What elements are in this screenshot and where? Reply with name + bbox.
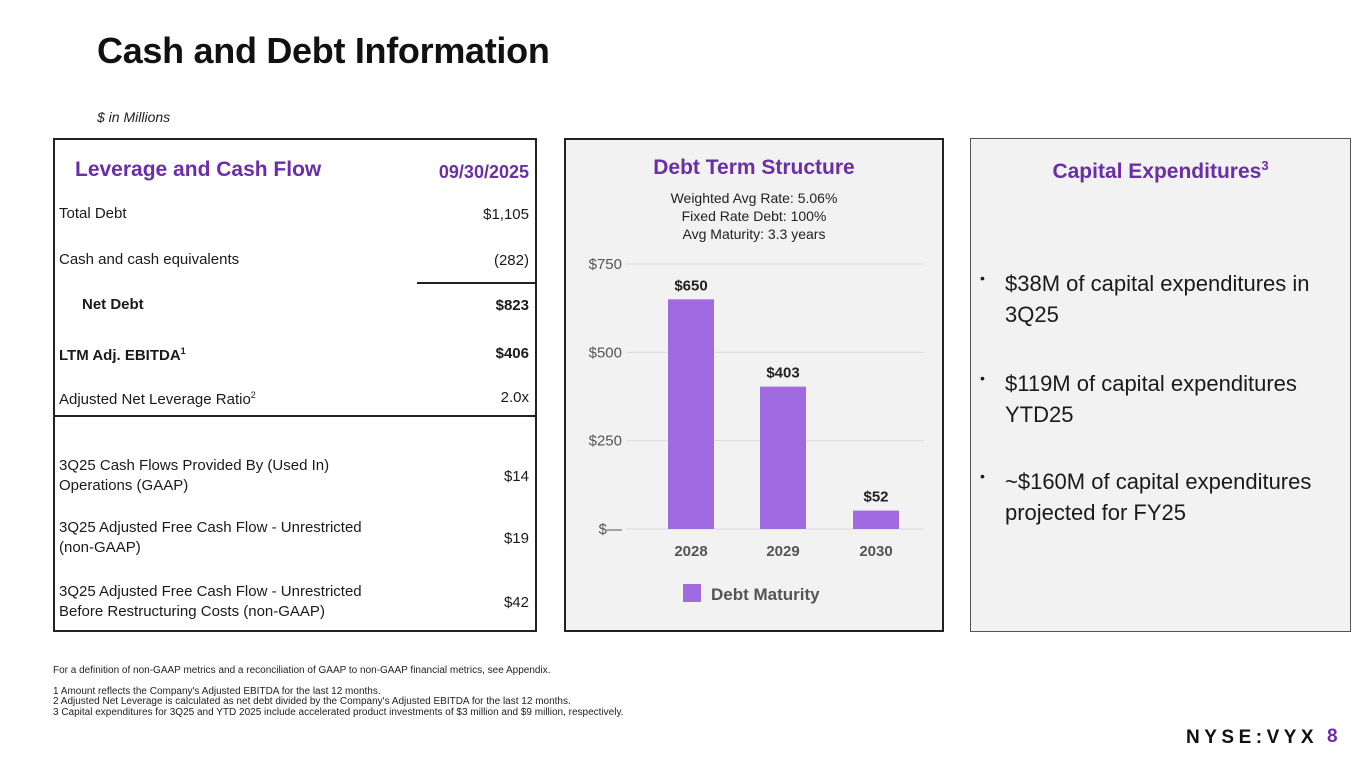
- bullet-icon: •: [980, 370, 985, 386]
- row-value: $1,105: [483, 205, 529, 223]
- row-value: $19: [503, 529, 529, 547]
- legend-swatch: [683, 584, 701, 602]
- row-label: Cash and cash equivalents: [59, 251, 240, 268]
- row-label: LTM Adj. EBITDA1: [59, 346, 186, 364]
- weighted-avg-rate: Weighted Avg Rate: 5.06%: [670, 190, 838, 206]
- table-row-total-debt: Total Debt $1,105: [59, 204, 529, 224]
- row-label: Net Debt: [82, 296, 144, 313]
- brand-ticker: NYSE:VYX: [1186, 727, 1319, 748]
- y-tick-label: $750: [589, 256, 622, 273]
- footnote-intro: For a definition of non-GAAP metrics and…: [53, 665, 551, 676]
- footnote-1: 1 Amount reflects the Company's Adjusted…: [53, 685, 381, 697]
- row-label: 3Q25 Cash Flows Provided By (Used In) Op…: [59, 457, 330, 494]
- data-label: $403: [766, 365, 799, 382]
- table-row-ltm-ebitda: LTM Adj. EBITDA1 $406: [59, 341, 529, 366]
- data-label: $650: [674, 277, 707, 294]
- bullet-text: $38M of capital expenditures in 3Q25: [1005, 271, 1310, 327]
- row-value: 2.0x: [500, 389, 529, 406]
- x-tick-label: 2030: [859, 543, 892, 560]
- row-label: Adjusted Net Leverage Ratio2: [59, 390, 256, 408]
- page-number: 8: [1327, 726, 1338, 747]
- footnote-3: 3 Capital expenditures for 3Q25 and YTD …: [53, 706, 624, 718]
- capex-bullet: • ~$160M of capital expenditures project…: [980, 466, 1320, 528]
- section-divider: [55, 415, 535, 417]
- footnote-2: 2 Adjusted Net Leverage is calculated as…: [53, 696, 571, 707]
- row-value: $14: [503, 467, 529, 485]
- table-row-adj-fcf: 3Q25 Adjusted Free Cash Flow - Unrestric…: [59, 518, 529, 558]
- footnotes: For a definition of non-GAAP metrics and…: [53, 665, 624, 718]
- capex-bullet: • $38M of capital expenditures in 3Q25: [980, 268, 1320, 330]
- bullet-icon: •: [980, 468, 985, 484]
- y-tick-label: $500: [589, 344, 622, 361]
- row-label: Total Debt: [59, 205, 127, 222]
- footnote-ref: 2: [250, 390, 256, 400]
- capex-heading: Capital Expenditures3: [1052, 158, 1269, 183]
- row-label: 3Q25 Adjusted Free Cash Flow - Unrestric…: [59, 519, 362, 556]
- fixed-rate-debt: Fixed Rate Debt: 100%: [681, 208, 827, 224]
- legend-label: Debt Maturity: [711, 585, 820, 604]
- y-tick-label: $—: [599, 521, 622, 538]
- bar: [853, 510, 899, 529]
- capex-bullet: • $119M of capital expenditures YTD25: [980, 368, 1320, 430]
- subtotal-divider: [417, 282, 535, 284]
- bullet-text: ~$160M of capital expenditures projected…: [1005, 469, 1312, 525]
- leverage-heading: Leverage and Cash Flow: [75, 158, 322, 181]
- row-value: $406: [495, 345, 529, 362]
- row-label: 3Q25 Adjusted Free Cash Flow - Unrestric…: [59, 583, 362, 620]
- bar: [760, 386, 806, 529]
- footnote-ref: 1: [180, 346, 186, 356]
- table-row-cash: Cash and cash equivalents (282): [59, 250, 529, 270]
- leverage-panel: Leverage and Cash Flow 09/30/2025 Total …: [53, 138, 537, 632]
- row-value: $42: [503, 593, 529, 611]
- units-note: $ in Millions: [97, 109, 171, 125]
- row-value: (282): [493, 251, 529, 269]
- y-tick-label: $250: [589, 433, 622, 450]
- data-label: $52: [863, 489, 888, 506]
- bullet-icon: •: [980, 270, 985, 286]
- avg-maturity: Avg Maturity: 3.3 years: [682, 226, 826, 242]
- debt-panel: $— $250 $500 $750 $650 2028 $403 2029 $52 2030 Deb…: [564, 138, 944, 632]
- table-row-adj-fcf-pre-restructuring: 3Q25 Adjusted Free Cash Flow - Unrestric…: [59, 582, 529, 622]
- page-title: Cash and Debt Information: [97, 30, 550, 71]
- leverage-date: 09/30/2025: [438, 162, 529, 182]
- table-row-ops-cash-flow: 3Q25 Cash Flows Provided By (Used In) Op…: [59, 456, 529, 496]
- bar: [668, 299, 714, 529]
- x-tick-label: 2028: [674, 543, 707, 560]
- x-tick-label: 2029: [766, 543, 799, 560]
- row-value: $823: [495, 296, 529, 314]
- debt-heading: Debt Term Structure: [653, 156, 855, 179]
- capex-panel: Capital Expenditures3 • $38M of capital …: [970, 138, 1351, 632]
- bullet-text: $119M of capital expenditures YTD25: [1005, 371, 1297, 427]
- table-row-leverage-ratio: Adjusted Net Leverage Ratio2 2.0x: [59, 385, 529, 410]
- debt-maturity-chart: $— $250 $500 $750 $650 2028 $403 2029 $52 2030 Deb…: [589, 256, 924, 604]
- table-row-net-debt: Net Debt $823: [59, 295, 529, 315]
- footnote-ref: 3: [1261, 158, 1269, 173]
